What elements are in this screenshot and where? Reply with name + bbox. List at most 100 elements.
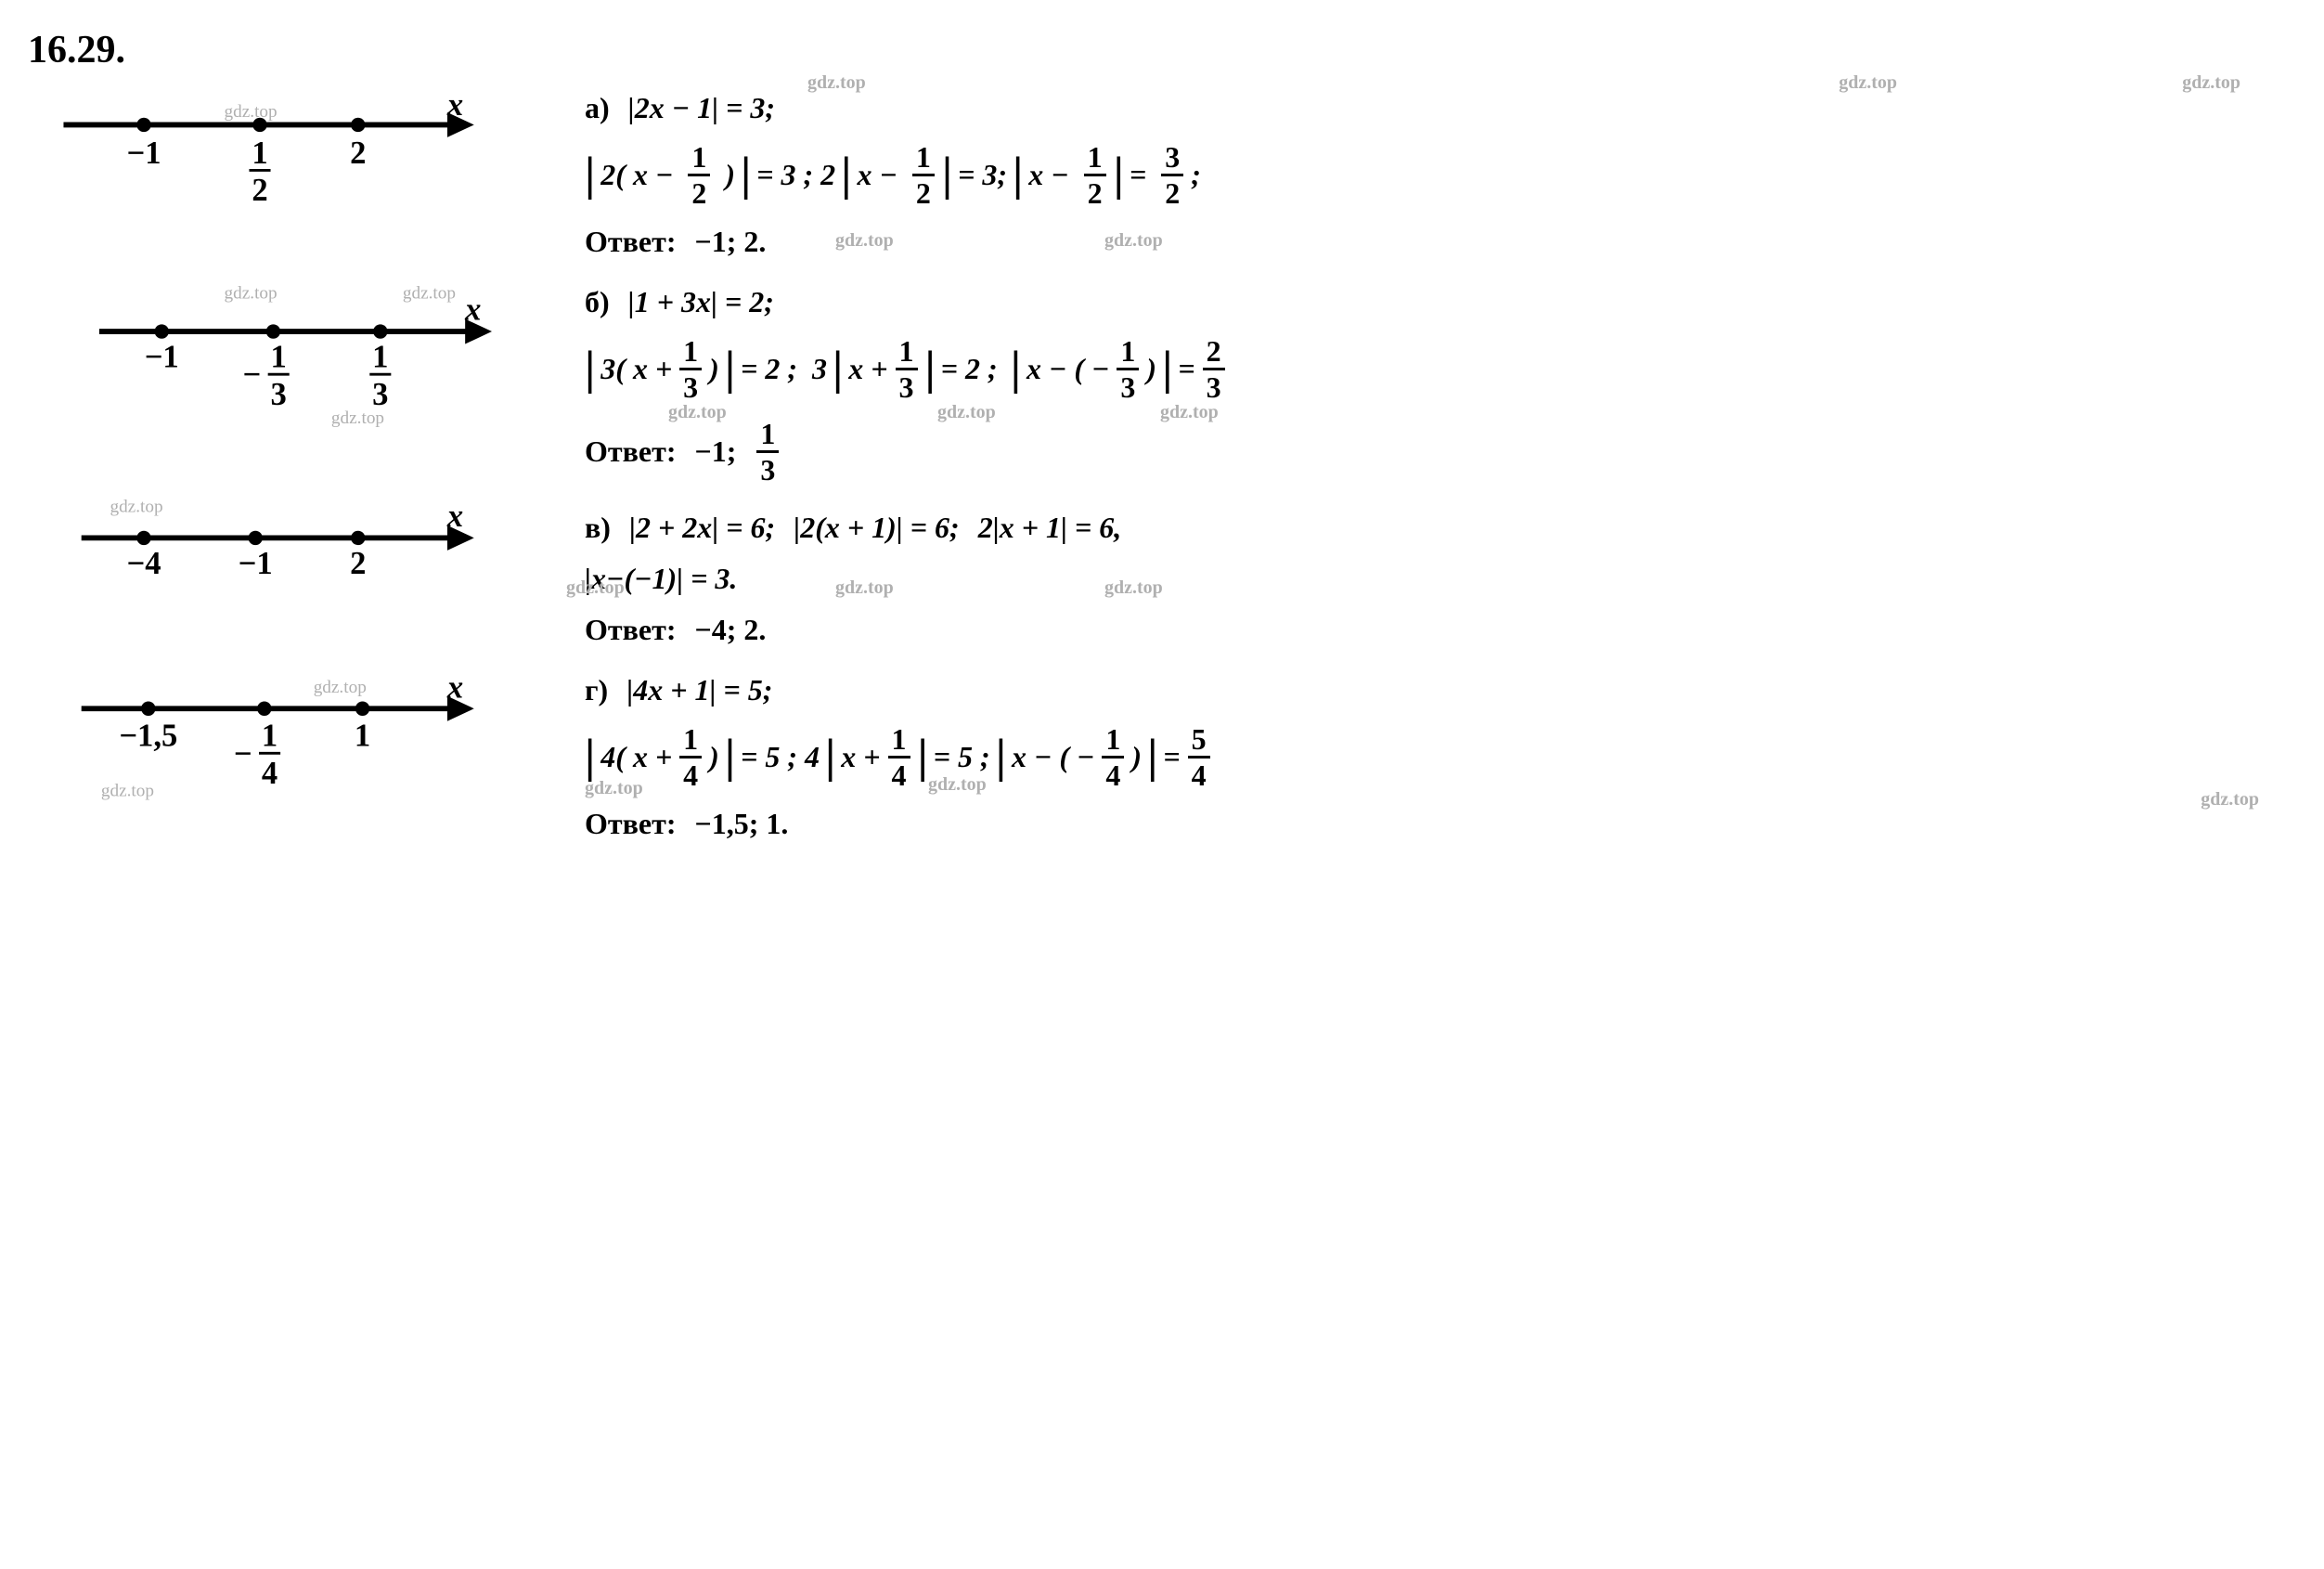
abs-bar: | bbox=[833, 350, 843, 388]
numberline-4: gdz.topgdz.top−1,5−141x bbox=[28, 661, 548, 822]
svg-text:x: x bbox=[446, 91, 463, 123]
eq-b-1: б) |1 + 3x| = 2; bbox=[585, 285, 2296, 319]
abs-bar: | bbox=[1011, 350, 1021, 388]
eq-text: x − bbox=[1028, 158, 1076, 192]
frac-1-4: 14 bbox=[1102, 724, 1124, 790]
eq-text: = 5 ; bbox=[934, 740, 990, 774]
eq-text: ) bbox=[717, 158, 735, 192]
watermark: gdz.top bbox=[668, 402, 727, 423]
svg-text:−1: −1 bbox=[145, 340, 179, 375]
eq-text: x + bbox=[848, 352, 887, 386]
label-c: в) bbox=[585, 511, 611, 545]
svg-text:3: 3 bbox=[271, 377, 287, 412]
frac-1-3: 13 bbox=[679, 336, 702, 402]
watermark: gdz.top bbox=[2182, 72, 2240, 94]
answer-d: Ответ: −1,5; 1. bbox=[585, 807, 2296, 841]
eq-text: = 3; bbox=[958, 158, 1007, 192]
answer-value: −4; 2. bbox=[694, 613, 766, 647]
eq-text: ; bbox=[1191, 158, 1201, 192]
svg-text:−1: −1 bbox=[239, 546, 273, 581]
answer-a: Ответ: −1; 2. gdz.top gdz.top bbox=[585, 225, 2296, 259]
answer-c: gdz.top gdz.top gdz.top Ответ: −4; 2. bbox=[585, 613, 2296, 647]
problem-b: б) |1 + 3x| = 2; | 3( x + 13 ) | = 2 ; 3… bbox=[585, 285, 2296, 485]
eq-c-text3: 2|x + 1| = 6, bbox=[978, 511, 1122, 545]
eq-a-2: | 2( x − 12 ) | = 3 ; 2 | x − 12 | = 3; … bbox=[585, 142, 2296, 208]
abs-bar: | bbox=[1013, 156, 1023, 194]
eq-text: 4( x + bbox=[600, 740, 672, 774]
svg-text:x: x bbox=[446, 670, 463, 706]
answer-frac: 1 3 bbox=[756, 419, 779, 485]
eq-text: = bbox=[1163, 740, 1180, 774]
abs-bar: | bbox=[1147, 738, 1157, 776]
answer-value-prefix: −1; bbox=[694, 434, 736, 469]
eq-c-text2: |2(x + 1)| = 6; bbox=[794, 511, 960, 545]
eq-b-2: | 3( x + 13 ) | = 2 ; 3 | x + 13 | = 2 ;… bbox=[585, 336, 2296, 402]
numberline-1: gdz.top−1122x bbox=[28, 91, 548, 233]
numberline-2: gdz.topgdz.topgdz.top−1−1313x bbox=[28, 279, 548, 440]
abs-bar: | bbox=[741, 156, 751, 194]
eq-text: x + bbox=[841, 740, 880, 774]
svg-text:1: 1 bbox=[271, 340, 287, 375]
svg-text:2: 2 bbox=[350, 136, 366, 171]
svg-text:1: 1 bbox=[252, 136, 267, 171]
answer-label: Ответ: bbox=[585, 807, 676, 841]
svg-text:3: 3 bbox=[372, 377, 388, 412]
eq-text: ) bbox=[1146, 352, 1156, 386]
eq-a-text: |2x − 1| = 3; bbox=[628, 91, 775, 125]
eq-text: x − bbox=[857, 158, 904, 192]
abs-bar: | bbox=[825, 738, 835, 776]
eq-text: = 5 ; 4 bbox=[741, 740, 820, 774]
frac-1-3: 13 bbox=[896, 336, 918, 402]
label-d: г) bbox=[585, 673, 608, 707]
problem-d: г) |4x + 1| = 5; | 4( x + 14 ) | = 5 ; 4… bbox=[585, 673, 2296, 841]
svg-text:1: 1 bbox=[372, 340, 388, 375]
answer-label: Ответ: bbox=[585, 613, 676, 647]
eq-text: = bbox=[1178, 352, 1194, 386]
frac-2-3: 23 bbox=[1203, 336, 1225, 402]
svg-text:gdz.top: gdz.top bbox=[403, 283, 456, 303]
eq-text: x − ( − bbox=[1026, 352, 1109, 386]
watermark: gdz.top bbox=[928, 774, 987, 796]
eq-text: = 3 ; 2 bbox=[756, 158, 835, 192]
frac-half: 12 bbox=[912, 142, 935, 208]
abs-bar: | bbox=[725, 350, 735, 388]
abs-bar: | bbox=[585, 350, 595, 388]
abs-bar: | bbox=[1162, 350, 1172, 388]
eq-d-1: г) |4x + 1| = 5; bbox=[585, 673, 2296, 707]
frac-1-4: 14 bbox=[679, 724, 702, 790]
svg-text:1: 1 bbox=[355, 719, 370, 754]
eq-text: ) bbox=[1131, 740, 1142, 774]
eq-text: = bbox=[1130, 158, 1154, 192]
abs-bar: | bbox=[1114, 156, 1124, 194]
abs-bar: | bbox=[585, 738, 595, 776]
eq-c-text4: |x−(−1)| = 3. bbox=[585, 562, 737, 596]
svg-text:−: − bbox=[234, 736, 252, 772]
page-layout: gdz.top−1122xgdz.topgdz.topgdz.top−1−131… bbox=[28, 91, 2296, 868]
svg-text:x: x bbox=[464, 292, 481, 328]
frac-1-4: 14 bbox=[888, 724, 910, 790]
eq-c-2: |x−(−1)| = 3. bbox=[585, 562, 2296, 596]
eq-text: x − ( − bbox=[1012, 740, 1094, 774]
watermark: gdz.top bbox=[807, 72, 866, 94]
svg-text:x: x bbox=[446, 499, 463, 534]
abs-bar: | bbox=[725, 738, 735, 776]
numberlines-column: gdz.top−1122xgdz.topgdz.topgdz.top−1−131… bbox=[28, 91, 548, 868]
svg-text:4: 4 bbox=[262, 756, 278, 791]
frac-half: 12 bbox=[688, 142, 710, 208]
label-a: а) bbox=[585, 91, 610, 125]
svg-text:−1: −1 bbox=[126, 136, 161, 171]
abs-bar: | bbox=[585, 156, 595, 194]
abs-bar: | bbox=[918, 738, 928, 776]
eq-d-2: | 4( x + 14 ) | = 5 ; 4 | x + 14 | = 5 ;… bbox=[585, 724, 2296, 790]
svg-text:2: 2 bbox=[252, 173, 267, 208]
answer-label: Ответ: bbox=[585, 225, 676, 259]
eq-c-text1: |2 + 2x| = 6; bbox=[629, 511, 775, 545]
svg-text:−4: −4 bbox=[126, 546, 161, 581]
svg-text:1: 1 bbox=[262, 719, 278, 754]
eq-text: 2( x − bbox=[600, 158, 680, 192]
watermark: gdz.top bbox=[937, 402, 996, 423]
abs-bar: | bbox=[841, 156, 851, 194]
eq-d-text: |4x + 1| = 5; bbox=[626, 673, 772, 707]
eq-text: ) bbox=[709, 352, 719, 386]
abs-bar: | bbox=[996, 738, 1006, 776]
